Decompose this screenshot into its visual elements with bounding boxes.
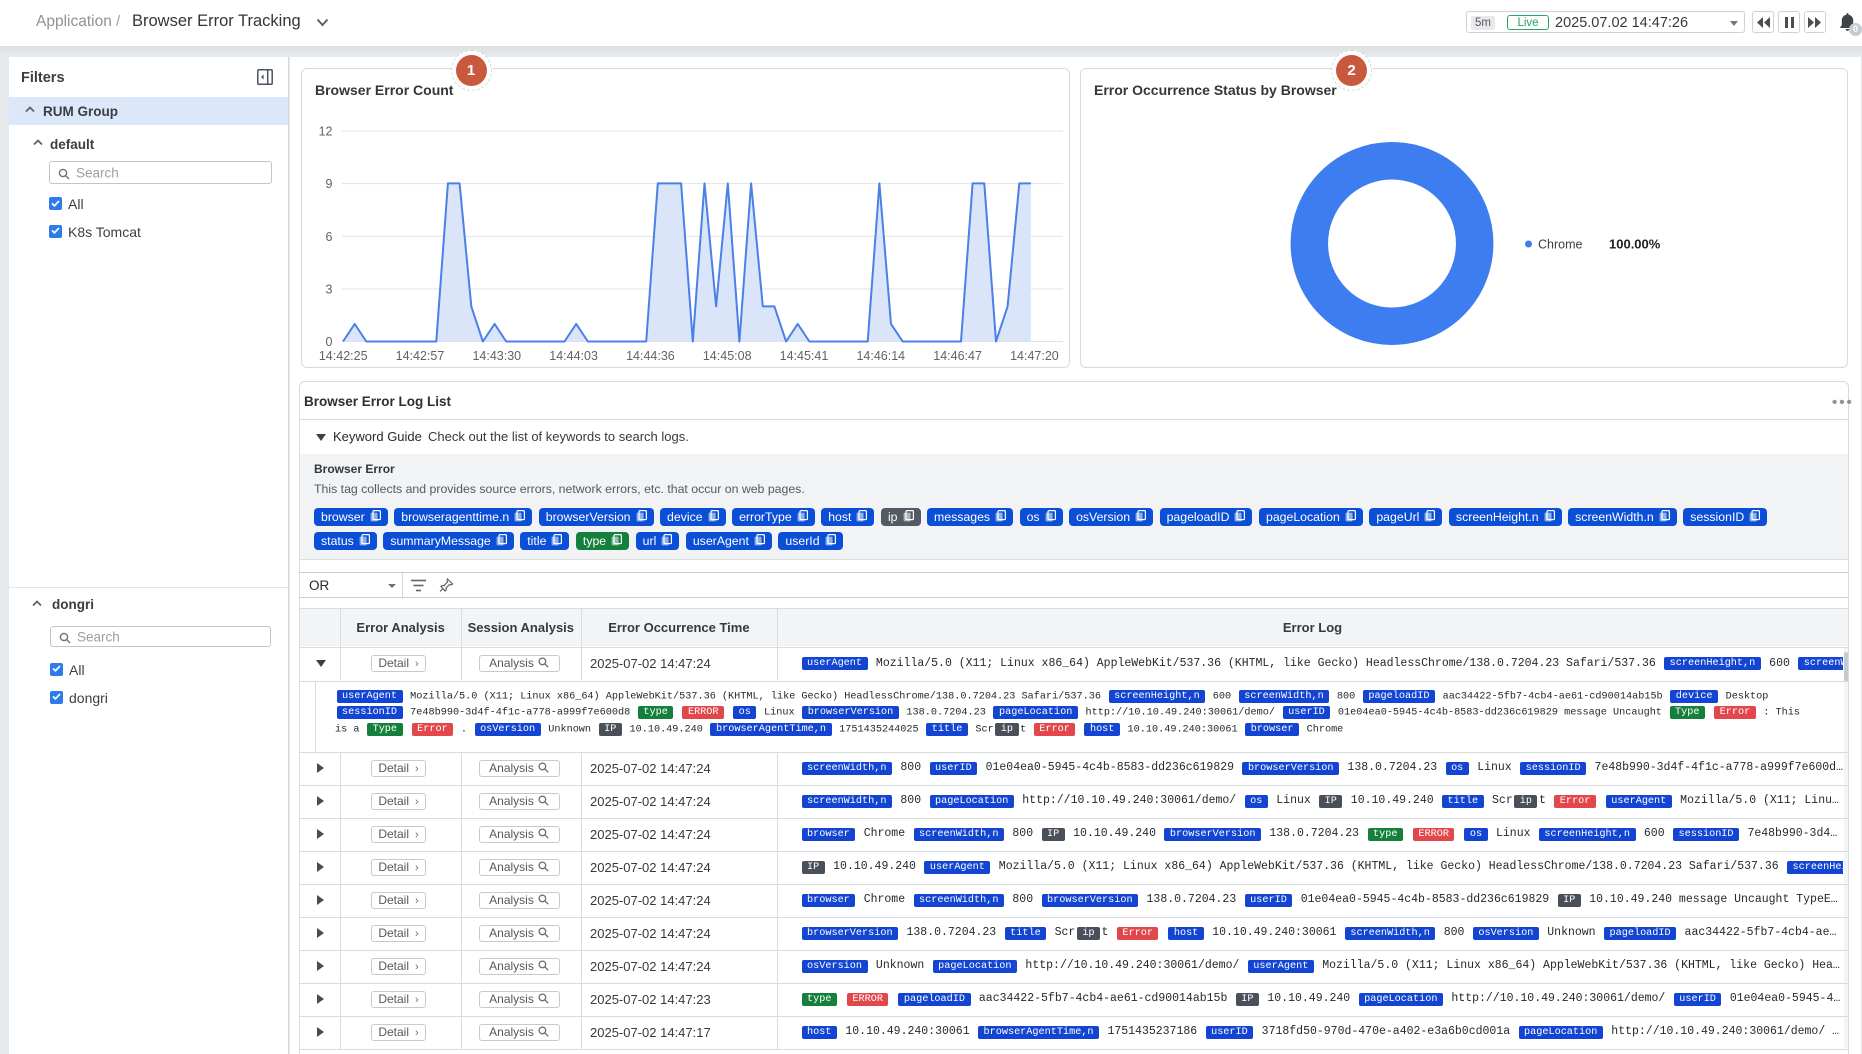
- svg-text:14:45:08: 14:45:08: [703, 349, 752, 363]
- svg-text:14:45:41: 14:45:41: [780, 349, 829, 363]
- svg-text:9: 9: [326, 177, 333, 191]
- svg-text:14:44:36: 14:44:36: [626, 349, 675, 363]
- svg-text:14:42:57: 14:42:57: [396, 349, 445, 363]
- svg-text:12: 12: [319, 125, 333, 139]
- svg-text:14:46:14: 14:46:14: [856, 349, 905, 363]
- svg-text:Chrome: Chrome: [1538, 238, 1583, 252]
- svg-text:0: 0: [326, 335, 333, 349]
- svg-text:3: 3: [326, 282, 333, 296]
- svg-text:14:42:25: 14:42:25: [319, 349, 368, 363]
- svg-text:14:46:47: 14:46:47: [933, 349, 982, 363]
- svg-text:100.00%: 100.00%: [1609, 237, 1661, 252]
- svg-text:6: 6: [326, 230, 333, 244]
- svg-text:14:44:03: 14:44:03: [549, 349, 598, 363]
- svg-text:14:43:30: 14:43:30: [472, 349, 521, 363]
- svg-text:14:47:20: 14:47:20: [1010, 349, 1059, 363]
